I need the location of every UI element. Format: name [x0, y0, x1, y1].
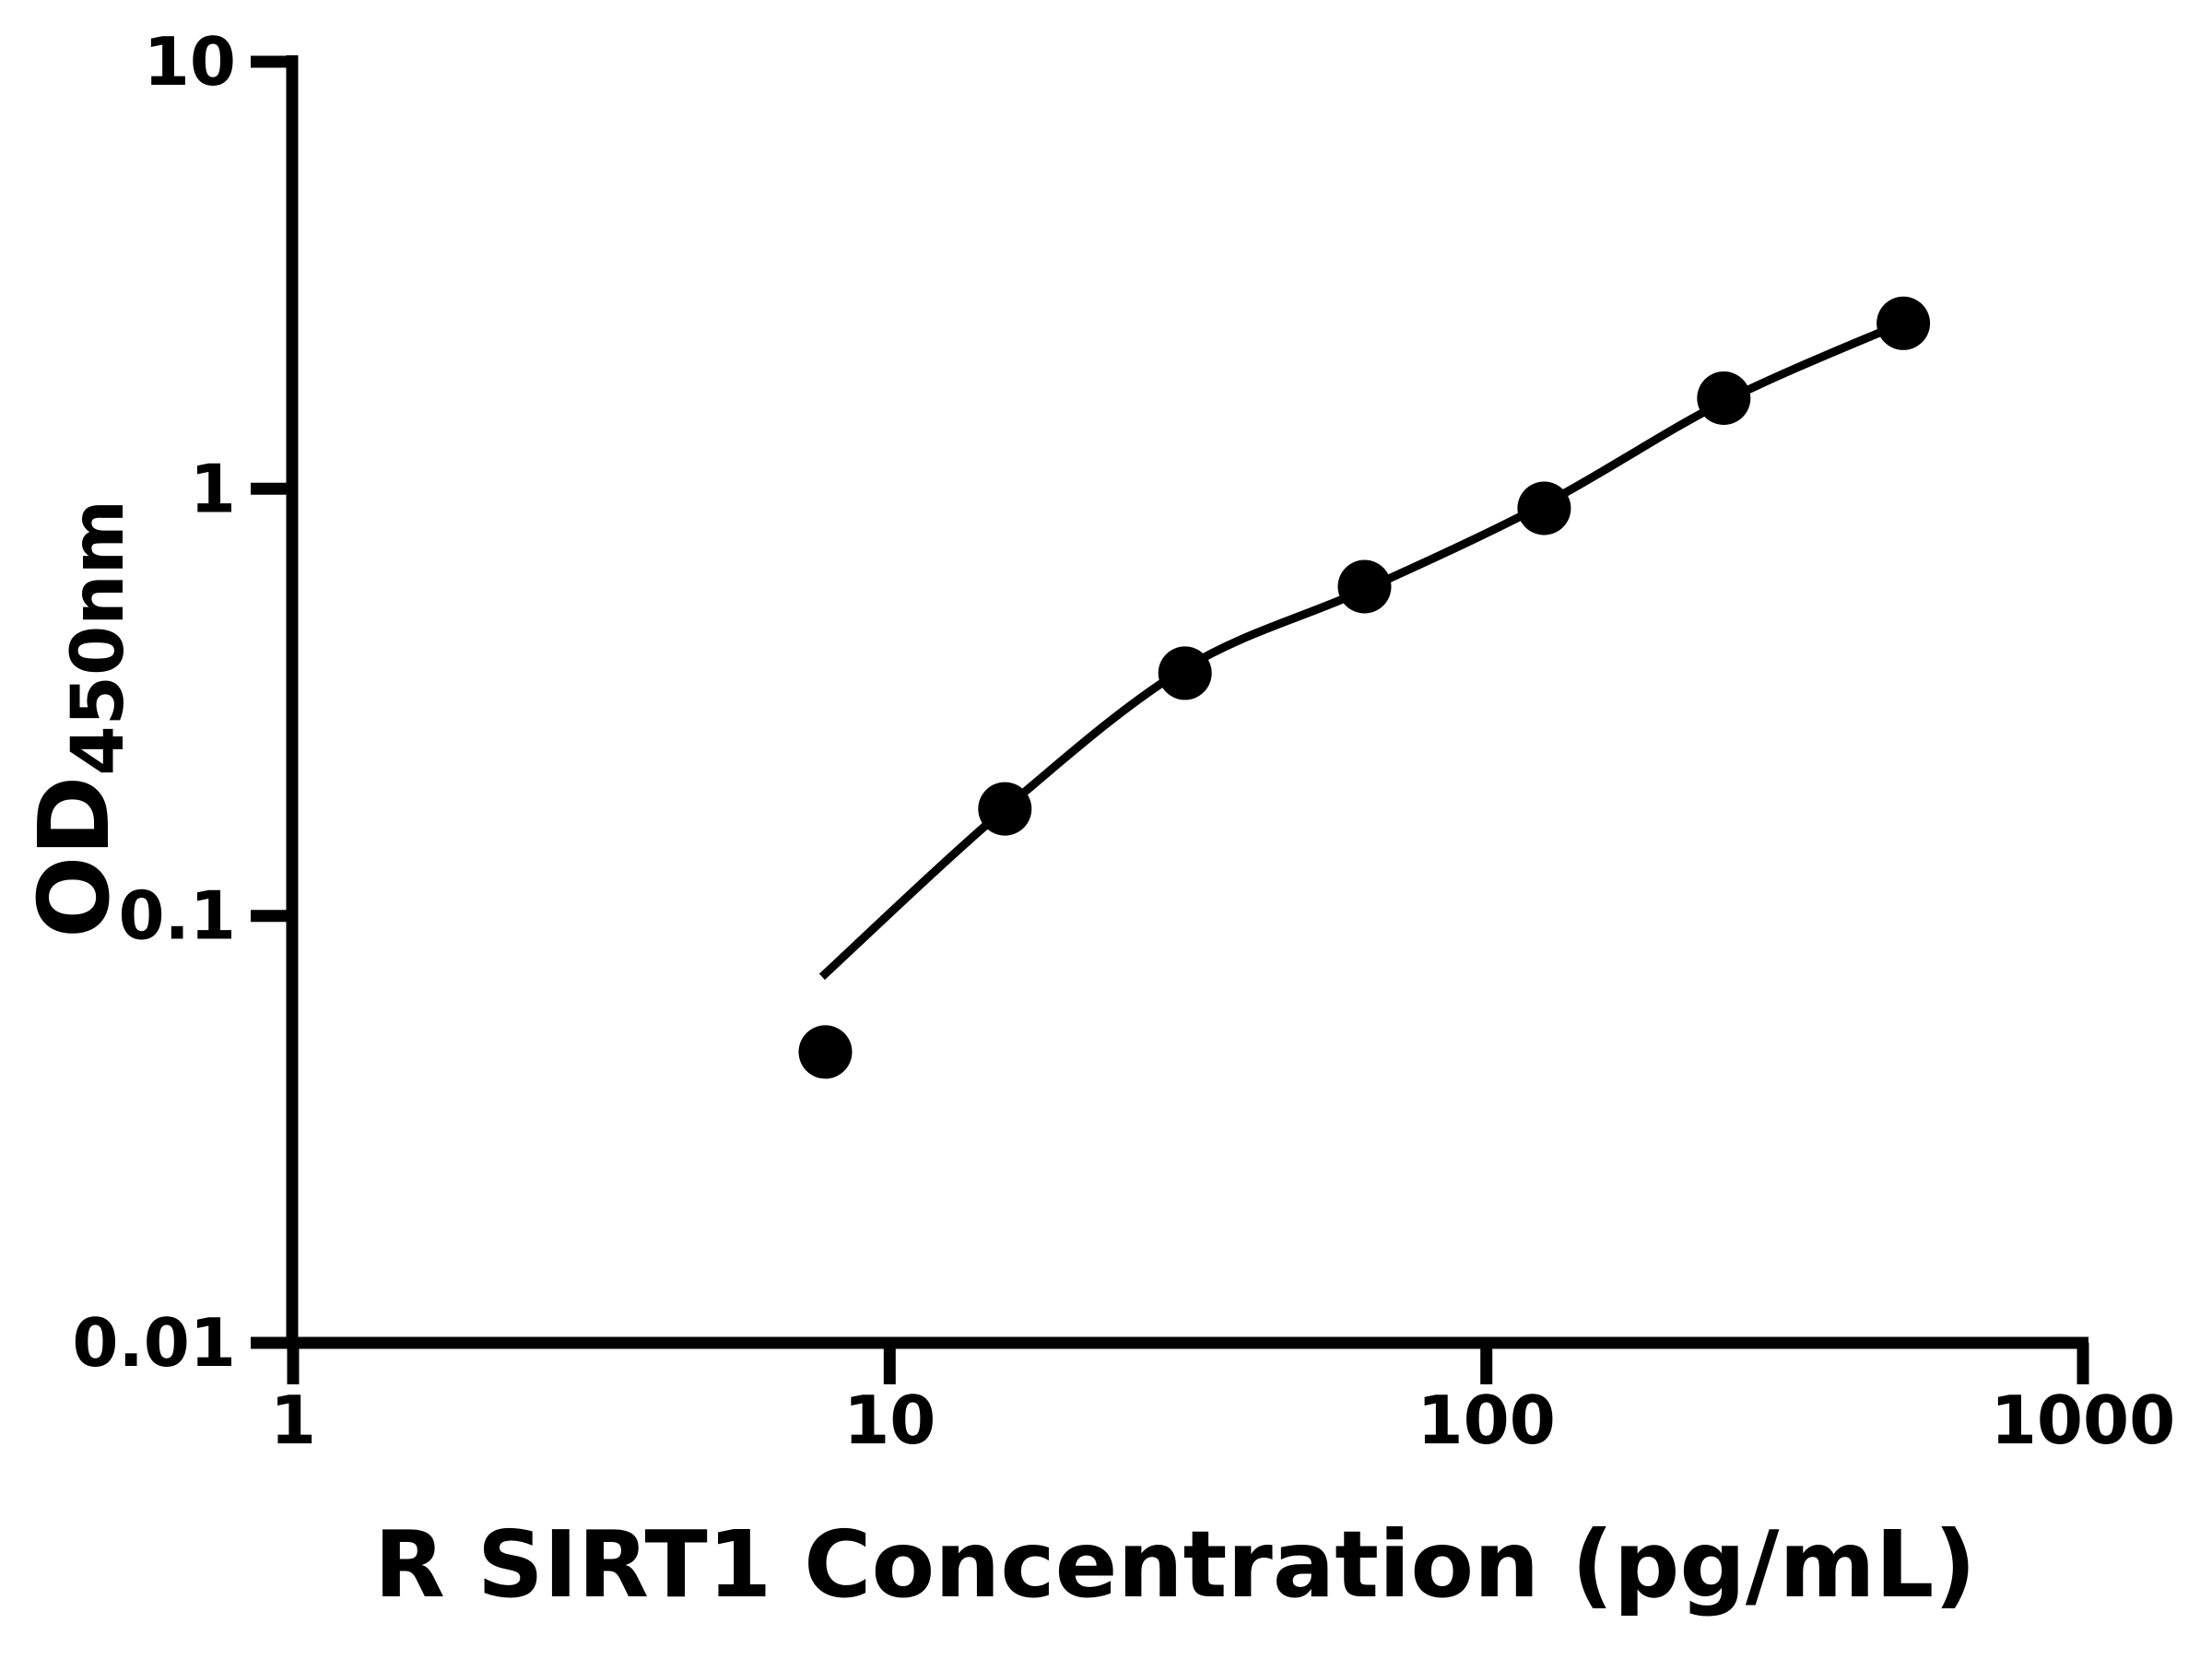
y-tick-label-0.1: 0.1: [118, 877, 236, 955]
data-point: [798, 1025, 853, 1079]
y-axis-title-main: OD: [18, 776, 131, 938]
fit-curve: [818, 318, 1905, 981]
x-tick-label-10: 10: [843, 1382, 935, 1459]
plot-series-group: [798, 296, 1931, 1079]
data-point: [1158, 646, 1212, 700]
x-axis-ticks: 1 10 100 1000: [270, 1343, 2175, 1459]
y-axis-title: OD450nm: [18, 500, 140, 938]
y-tick-label-0.01: 0.01: [72, 1304, 236, 1382]
x-tick-label-1000: 1000: [1991, 1382, 2175, 1459]
y-tick-label-10: 10: [144, 23, 236, 100]
data-point: [978, 782, 1032, 836]
y-axis-title-subscript: 450nm: [57, 500, 140, 776]
y-axis-ticks: 0.01 0.1 1 10: [72, 23, 292, 1382]
data-point: [1877, 296, 1931, 350]
axes-group: [286, 55, 2088, 1349]
data-point: [1517, 481, 1571, 535]
x-tick-label-100: 100: [1418, 1382, 1556, 1459]
x-axis-title: R SIRT1 Concentration (pg/mL): [374, 1511, 1976, 1618]
x-tick-label-1: 1: [270, 1382, 316, 1459]
data-point: [1337, 559, 1392, 614]
y-tick-label-1: 1: [190, 450, 236, 527]
data-point: [1697, 371, 1751, 425]
data-points-group: [798, 296, 1931, 1079]
